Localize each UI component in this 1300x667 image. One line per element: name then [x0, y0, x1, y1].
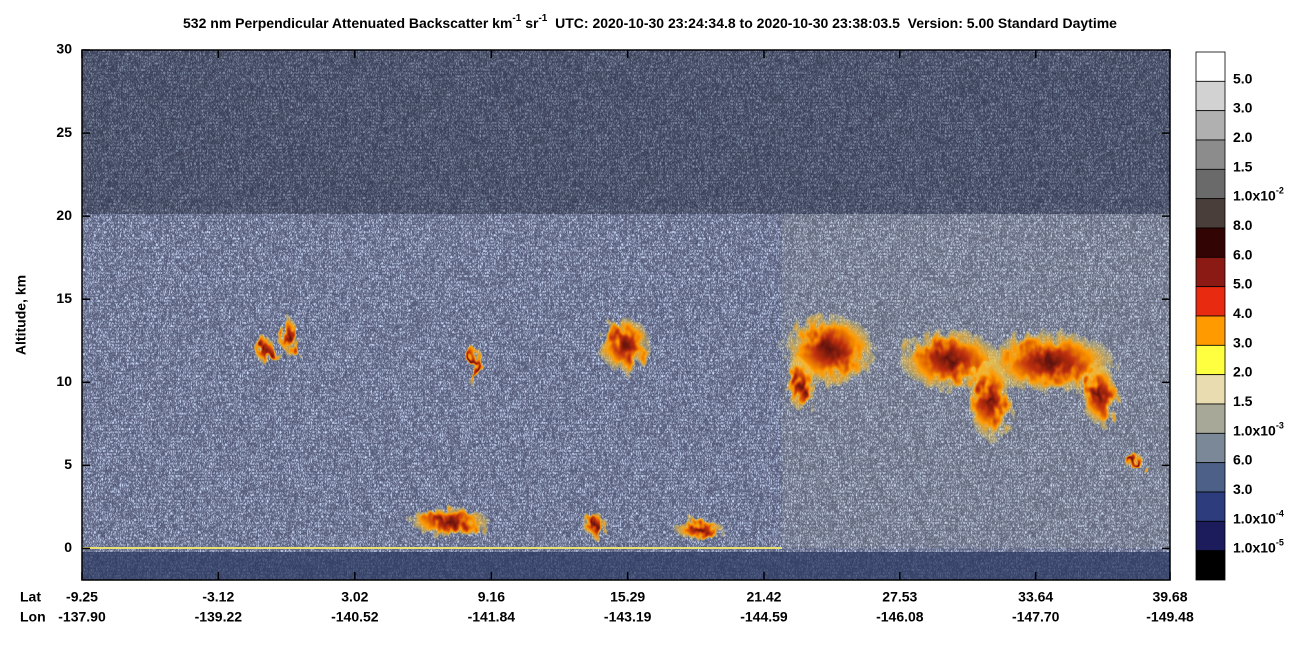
colorbar-label-exponent: -5	[1276, 538, 1284, 548]
lat-tick-label: 15.29	[610, 589, 645, 605]
colorbar-label: 4.0	[1233, 305, 1253, 321]
colorbar-label: 5.0	[1233, 275, 1253, 291]
colorbar-label-text: 5.0	[1233, 70, 1253, 86]
y-tick-label: 5	[64, 456, 72, 472]
colorbar-label: 1.0x10-4	[1233, 509, 1284, 526]
lat-label: Lat	[20, 589, 41, 605]
lat-tick-label: 27.53	[882, 589, 917, 605]
colorbar-label-text: 1.5	[1233, 158, 1253, 174]
colorbar-label: 5.0	[1233, 70, 1253, 86]
y-axis-label: Altitude, km	[13, 275, 29, 355]
colorbar-label-text: 3.0	[1233, 481, 1253, 497]
lon-tick-label: -137.90	[58, 609, 106, 625]
colorbar-label-text: 3.0	[1233, 334, 1253, 350]
colorbar-swatch	[1195, 520, 1226, 552]
colorbar-swatch	[1195, 168, 1226, 200]
y-tick-label: 20	[56, 207, 72, 223]
colorbar-swatch	[1195, 403, 1226, 434]
colorbar-swatch	[1195, 110, 1226, 141]
colorbar-swatch	[1195, 256, 1226, 288]
colorbar-label-text: 2.0	[1233, 363, 1253, 379]
title-superscript: -1	[538, 13, 547, 24]
colorbar-label-text: 4.0	[1233, 305, 1253, 321]
colorbar-label: 1.0x10-3	[1233, 421, 1284, 438]
y-tick-label: 0	[64, 539, 72, 555]
colorbar-label: 1.5	[1233, 393, 1253, 409]
backscatter-image	[82, 50, 1170, 580]
colorbar-label-text: 2.0	[1233, 129, 1253, 145]
colorbar-label-text: 6.0	[1233, 246, 1253, 262]
lon-tick-label: -149.48	[1146, 609, 1194, 625]
lat-tick-label: 21.42	[746, 589, 781, 605]
colorbar-swatch	[1195, 315, 1226, 346]
colorbar-label: 6.0	[1233, 246, 1253, 262]
colorbar-label-text: 1.0x10	[1233, 539, 1276, 555]
colorbar-label-text: 6.0	[1233, 451, 1253, 467]
lat-tick-label: 39.68	[1152, 589, 1187, 605]
title-text: sr	[521, 15, 539, 31]
colorbar-label-text: 5.0	[1233, 275, 1253, 291]
cloud-features	[255, 315, 1145, 540]
colorbar-swatch	[1195, 550, 1226, 581]
colorbar-label: 3.0	[1233, 481, 1253, 497]
lon-tick-label: -146.08	[876, 609, 924, 625]
colorbar-label-exponent: -4	[1276, 509, 1284, 519]
colorbar-label: 8.0	[1233, 217, 1253, 233]
colorbar-swatch	[1195, 51, 1226, 82]
colorbar-label: 1.0x10-2	[1233, 186, 1284, 203]
colorbar-label: 3.0	[1233, 334, 1253, 350]
colorbar-swatch	[1195, 227, 1226, 258]
title-superscript: -1	[512, 13, 521, 24]
colorbar-label-text: 1.0x10	[1233, 422, 1276, 438]
y-tick-label: 30	[56, 41, 72, 57]
colorbar-swatch	[1195, 491, 1226, 522]
title-text: UTC: 2020-10-30 23:24:34.8 to 2020-10-30…	[547, 15, 1117, 31]
title-text: 532 nm Perpendicular Attenuated Backscat…	[183, 15, 512, 31]
plot-frame	[81, 49, 1171, 581]
colorbar-swatch	[1195, 80, 1226, 112]
lon-label: Lon	[20, 609, 46, 625]
lon-tick-label: -139.22	[195, 609, 243, 625]
y-tick-label: 15	[56, 290, 72, 306]
lon-tick-label: -140.52	[331, 609, 379, 625]
y-tick-label: 10	[56, 373, 72, 389]
lat-tick-label: -9.25	[66, 589, 98, 605]
colorbar-swatch	[1195, 286, 1226, 317]
colorbar-label: 2.0	[1233, 129, 1253, 145]
lon-tick-label: -141.84	[468, 609, 516, 625]
lon-tick-label: -143.19	[604, 609, 652, 625]
lat-tick-label: 3.02	[341, 589, 368, 605]
colorbar-label-text: 8.0	[1233, 217, 1253, 233]
y-tick-label: 25	[56, 124, 72, 140]
colorbar-label: 1.0x10-5	[1233, 538, 1284, 555]
colorbar-swatch	[1195, 139, 1226, 170]
lon-tick-label: -144.59	[740, 609, 788, 625]
lat-tick-label: -3.12	[202, 589, 234, 605]
colorbar-label-text: 1.0x10	[1233, 510, 1276, 526]
colorbar-swatch	[1195, 344, 1226, 376]
colorbar-label-text: 3.0	[1233, 99, 1253, 115]
lon-tick-label: -147.70	[1012, 609, 1060, 625]
colorbar-swatch	[1195, 432, 1226, 464]
chart-title: 532 nm Perpendicular Attenuated Backscat…	[183, 13, 1117, 31]
colorbar-label: 3.0	[1233, 99, 1253, 115]
colorbar-label: 6.0	[1233, 451, 1253, 467]
colorbar-swatch	[1195, 198, 1226, 229]
colorbar-label-exponent: -2	[1276, 186, 1284, 196]
lat-tick-label: 9.16	[478, 589, 505, 605]
colorbar-swatch	[1195, 374, 1226, 405]
colorbar-label-text: 1.5	[1233, 393, 1253, 409]
colorbar-label: 2.0	[1233, 363, 1253, 379]
colorbar-swatch	[1195, 462, 1226, 493]
lat-tick-label: 33.64	[1018, 589, 1053, 605]
colorbar-label-exponent: -3	[1276, 421, 1284, 431]
colorbar-label: 1.5	[1233, 158, 1253, 174]
colorbar-label-text: 1.0x10	[1233, 187, 1276, 203]
